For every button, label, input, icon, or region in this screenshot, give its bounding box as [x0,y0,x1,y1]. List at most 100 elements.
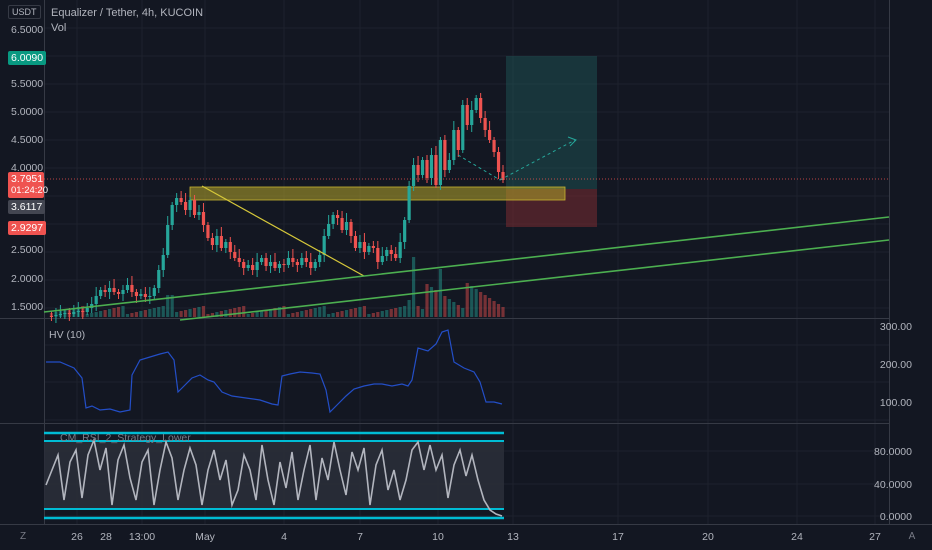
candle-body [309,262,313,268]
candle-body [380,256,384,262]
candle-body [72,312,76,314]
price-axis-label: 6.5000 [11,24,44,36]
rsi-line [45,437,503,517]
volume-bar [367,314,371,317]
currency-badge[interactable]: USDT [8,5,41,19]
volume-bar [376,312,380,317]
candle-body [344,222,349,230]
candle-body [188,200,192,210]
volume-bar [492,301,496,317]
candle-body [470,110,474,125]
volume-bar [201,306,206,317]
volume-bar [139,311,143,317]
volume-bar [148,309,152,317]
auto-scale-button[interactable]: A [908,531,916,542]
volume-bar [496,304,501,317]
volume-bar [242,306,246,317]
target-price-tag: 6.0090 [8,51,47,65]
volume-label[interactable]: Vol [51,22,67,34]
candle-body [201,212,206,225]
time-axis-label: 27 [869,531,881,543]
candle-body [282,264,286,265]
volume-bar [434,290,438,317]
candle-body [264,258,268,266]
candle-body [273,262,277,268]
volume-bar [501,307,505,317]
time-axis-label: 10 [432,531,444,543]
candle-body [228,242,232,252]
candle-body [322,236,326,255]
candle-body [501,172,505,180]
candle-body [255,262,259,270]
volume-bar [210,313,215,317]
volume-bar [255,312,259,317]
candle-body [394,254,398,258]
candle-body [340,218,344,230]
volume-bar [438,269,443,317]
volume-bar [389,309,393,317]
candle-body [429,155,434,178]
rsi-axis-label: 80.0000 [874,446,912,458]
candle-body [206,225,210,238]
zoom-button[interactable]: Z [19,531,27,542]
volume-bar [224,310,228,317]
price-axis-label: 5.5000 [11,78,44,90]
volume-bar [219,311,223,317]
candle-body [483,118,487,130]
rsi-axis-label: 40.0000 [874,479,912,491]
volume-bar [380,311,384,317]
time-axis-label: 24 [791,531,803,543]
countdown-value: 01:24:20 [11,185,48,196]
volume-bar [362,306,367,317]
channel-upper-line [43,216,890,313]
candle-body [362,242,367,252]
volume-bar [456,305,460,317]
volume-bar [233,308,237,317]
volume-bar [188,309,192,317]
hv-indicator-label[interactable]: HV (10) [49,329,86,341]
candle-body [143,294,147,297]
volume-bar [291,313,295,317]
volume-bar [295,312,299,317]
candle-body [76,311,80,312]
time-axis-label: 20 [702,531,714,543]
price-axis-label: 2.5000 [11,244,44,256]
candle-body [425,160,429,178]
candle-body [268,262,273,266]
volume-bar [277,307,282,317]
time-axis-label: May [195,531,215,543]
volume-bar [152,308,156,317]
candle-body [461,105,465,150]
volume-bar [313,308,317,317]
volume-bar [344,310,349,317]
volume-bar [99,311,103,317]
volume-bar [425,284,429,317]
candle-body [175,198,179,205]
candle-body [224,242,228,248]
candle-body [286,258,291,265]
projection-arrow-1 [457,154,501,181]
volume-bar [228,309,232,317]
candle-body [313,262,317,268]
candle-body [389,250,393,254]
volume-bar [411,257,416,317]
volume-bar [327,314,331,317]
candle-body [233,252,237,258]
candle-body [349,222,353,236]
volume-bar [474,289,478,317]
candle-body [139,294,143,296]
rsi-indicator-label[interactable]: CM_RSI_2_Strategy_Lower [60,432,191,444]
candle-body [197,212,201,215]
volume-bar [286,314,291,317]
volume-bar [85,314,89,317]
candle-body [492,140,496,152]
symbol-title[interactable]: Equalizer / Tether, 4h, KUCOIN [51,7,204,19]
candle-body [170,205,174,225]
volume-bar [358,307,362,317]
channel-lower-line [179,239,890,321]
candle-body [327,224,331,236]
volume-bar [331,313,335,317]
candle-body [49,316,54,317]
candle-body [251,265,255,270]
